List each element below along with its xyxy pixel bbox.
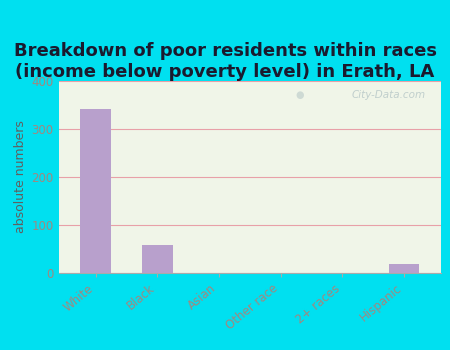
Text: ●: ●: [296, 90, 304, 100]
Bar: [80, 109, 111, 273]
Text: City-Data.com: City-Data.com: [351, 90, 426, 100]
Bar: [388, 264, 419, 273]
Bar: [142, 245, 173, 273]
Y-axis label: absolute numbers: absolute numbers: [14, 120, 27, 233]
Text: Breakdown of poor residents within races
(income below poverty level) in Erath, : Breakdown of poor residents within races…: [14, 42, 436, 81]
